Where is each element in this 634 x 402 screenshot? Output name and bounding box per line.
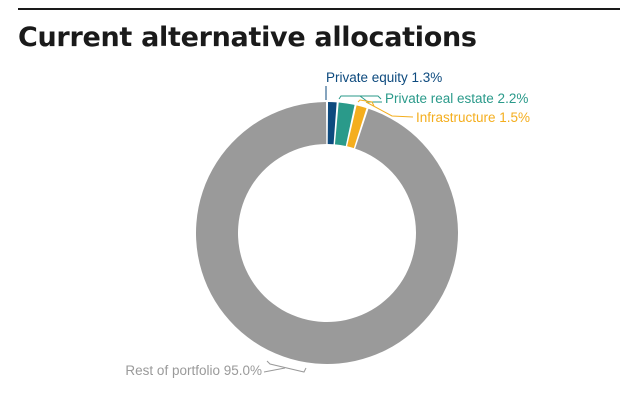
chart-title: Current alternative allocations [18,22,477,53]
slice-label-rest-of-portfolio: Rest of portfolio 95.0% [125,363,262,378]
leader-infrastructure [365,101,414,118]
top-rule [18,8,620,10]
label-leaders [263,86,414,373]
slice-label-private-equity: Private equity 1.3% [326,70,442,85]
leader-bracket-private-real-estate [338,95,382,100]
donut-slice-infrastructure- [347,105,367,149]
slice-label-private-real-estate: Private real estate 2.2% [385,91,528,106]
slice-label-infrastructure: Infrastructure 1.5% [416,110,530,125]
donut-slices [195,102,458,365]
donut-slice-rest-of [195,102,458,365]
leader-bracket-infrastructure [357,99,375,107]
leader-private-real-estate [359,95,382,103]
leader-bracket-rest-of-portfolio [266,360,307,373]
donut-slice-private-real [334,102,355,146]
slice-labels: Private equity 1.3% Private real estate … [125,70,530,378]
donut-slice-private-equity [327,102,337,145]
leader-rest-of-portfolio [263,367,286,373]
